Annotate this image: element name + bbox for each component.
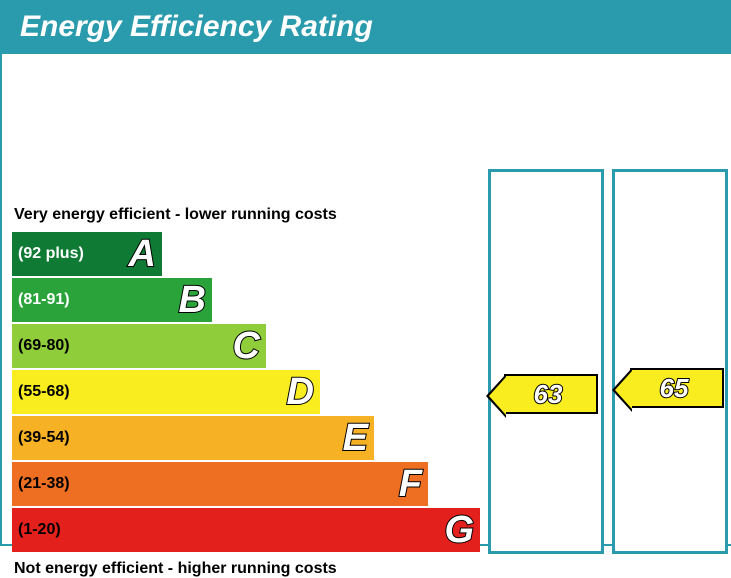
band-bar: (92 plus) A bbox=[12, 232, 162, 276]
chart-title: Energy Efficiency Rating bbox=[2, 0, 731, 54]
band-bar: (1-20) G bbox=[12, 508, 480, 552]
potential-rating-pointer: 65 bbox=[630, 368, 724, 408]
band-range-label: (55-68) bbox=[12, 383, 70, 401]
band-range-label: (39-54) bbox=[12, 429, 70, 447]
epc-rating-chart: Energy Efficiency Rating Current Potenti… bbox=[0, 0, 731, 546]
band-letter: D bbox=[287, 370, 314, 414]
band-bar: (69-80) C bbox=[12, 324, 266, 368]
band-bar: (81-91) B bbox=[12, 278, 212, 322]
efficiency-bottom-note: Not energy efficient - higher running co… bbox=[14, 560, 337, 578]
band-bar: (39-54) E bbox=[12, 416, 374, 460]
column-box-potential bbox=[612, 169, 728, 554]
band-letter: F bbox=[399, 462, 422, 506]
efficiency-top-note: Very energy efficient - lower running co… bbox=[14, 206, 337, 224]
band-range-label: (81-91) bbox=[12, 291, 70, 309]
band-letter: A bbox=[129, 232, 156, 276]
band-range-label: (21-38) bbox=[12, 475, 70, 493]
chart-body: Current Potential Very energy efficient … bbox=[2, 54, 731, 544]
column-box-current bbox=[488, 169, 604, 554]
potential-rating-value: 65 bbox=[658, 373, 695, 404]
band-letter: G bbox=[444, 508, 474, 552]
band-range-label: (69-80) bbox=[12, 337, 70, 355]
current-rating-value: 63 bbox=[532, 379, 569, 410]
band-range-label: (92 plus) bbox=[12, 245, 84, 263]
band-bar: (55-68) D bbox=[12, 370, 320, 414]
band-bar: (21-38) F bbox=[12, 462, 428, 506]
band-range-label: (1-20) bbox=[12, 521, 61, 539]
band-letter: B bbox=[179, 278, 206, 322]
band-letter: E bbox=[343, 416, 368, 460]
band-letter: C bbox=[233, 324, 260, 368]
current-rating-pointer: 63 bbox=[504, 374, 598, 414]
